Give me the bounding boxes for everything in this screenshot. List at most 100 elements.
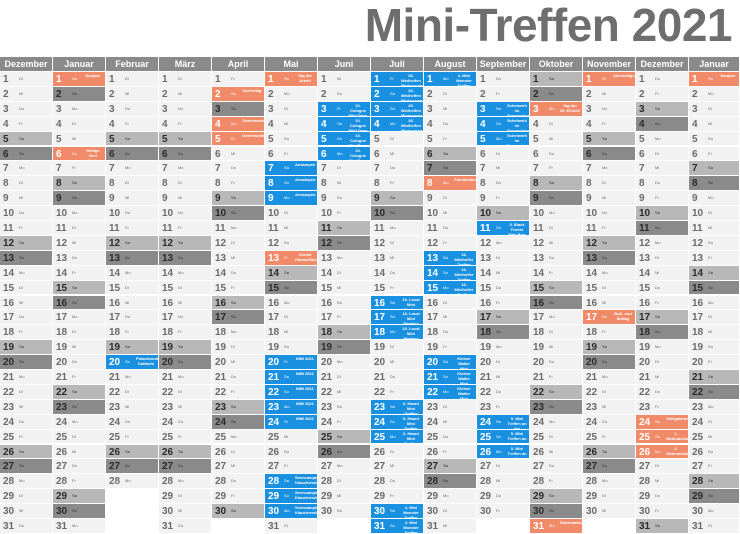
weekday-label: Mo — [655, 344, 661, 350]
day-cell: 22 Di — [106, 384, 159, 400]
weekday-label: Do — [655, 388, 661, 394]
weekday-label: Sa — [72, 76, 77, 81]
weekday-label: Mi — [390, 150, 395, 156]
day-cell: 5 Fr — [424, 131, 477, 147]
day-cell: 8 Di — [583, 176, 636, 192]
day-number: 15 — [533, 282, 545, 294]
day-number: 7 — [692, 163, 698, 175]
day-number: 31 — [374, 521, 386, 532]
day-cell: 2 Mo — [265, 86, 318, 102]
day-number: 26 — [56, 446, 68, 458]
day-cell: 7 Sa — [689, 161, 740, 177]
day-number: 29 — [480, 491, 492, 503]
event-label: Ansampen — [295, 192, 316, 198]
event-label: 4. Mini Monster Treffen — [403, 520, 419, 534]
day-cell: 22 So — [689, 384, 740, 400]
day-number: 5 — [109, 133, 115, 145]
weekday-label: Fr — [443, 344, 447, 350]
day-cell: 15 Di — [106, 280, 159, 296]
day-number: 12 — [268, 237, 280, 249]
weekday-label: Fr — [125, 120, 129, 126]
day-number: 17 — [162, 312, 174, 324]
day-number: 13 — [586, 252, 598, 264]
weekday-label: Sa — [390, 90, 395, 96]
day-number: 11 — [586, 223, 597, 234]
weekday-label: Sa — [337, 329, 342, 335]
day-cell: 20 So — [0, 355, 53, 370]
day-number: 24 — [692, 416, 704, 428]
weekday-label: Mi — [284, 329, 289, 335]
day-number: 20 — [321, 357, 333, 369]
day-number: 24 — [586, 416, 598, 428]
weekday-label: So — [19, 359, 24, 365]
day-number: 11 — [692, 223, 703, 234]
weekday-label: Do — [19, 314, 25, 320]
day-number: 16 — [692, 297, 704, 309]
weekday-label: Di — [655, 463, 659, 469]
day-cell: 15 Di — [159, 280, 212, 296]
day-number: 22 — [215, 386, 227, 398]
day-number: 4 — [533, 118, 539, 130]
weekday-label: Di — [602, 76, 606, 81]
weekday-label: Fr — [337, 418, 341, 424]
day-number: 24 — [3, 416, 15, 428]
weekday-label: Mi — [178, 299, 183, 305]
day-number: 24 — [109, 416, 121, 428]
day-number: 1 — [3, 74, 9, 85]
day-number: 13 — [692, 252, 704, 264]
day-cell: 9 Fr — [636, 191, 689, 207]
day-cell: 14 Mi — [636, 265, 689, 281]
day-cell: 26 Fr — [424, 444, 477, 460]
weekday-label: So — [231, 105, 236, 111]
day-number: 11 — [162, 223, 173, 234]
day-number: 8 — [533, 178, 539, 190]
weekday-label: Mi — [443, 523, 448, 528]
day-cell: 19 Sa — [106, 340, 159, 356]
day-number: 14 — [321, 267, 333, 279]
day-number: 4 — [215, 118, 221, 130]
day-cell: 17 Do Buß- und Bettag — [583, 310, 636, 326]
weekday-label: Di — [125, 76, 129, 81]
day-cell: 31 Sa — [636, 519, 689, 534]
day-cell: 30 Do — [318, 504, 371, 519]
weekday-label: Sa — [443, 359, 448, 365]
day-cell: 1 Sa Neujahr — [53, 72, 106, 87]
day-cell: 10 So — [371, 206, 424, 221]
day-number: 26 — [480, 446, 492, 458]
weekday-label: Mo — [655, 448, 661, 454]
day-number: 8 — [639, 178, 645, 190]
day-number: 3 — [586, 103, 592, 115]
day-cell: 16 Sa — [212, 295, 265, 311]
weekday-label: So — [443, 478, 448, 484]
day-number: 15 — [480, 282, 492, 294]
day-number: 13 — [480, 252, 492, 264]
weekday-label: Fr — [602, 433, 606, 439]
weekday-label: Do — [549, 463, 555, 469]
day-cell: 21 Mo — [0, 370, 53, 385]
weekday-label: Sa — [496, 105, 501, 111]
day-cell: 31 So 4. Mini Monster Treffen — [371, 519, 424, 534]
month-header: Januar — [53, 57, 106, 71]
weekday-label: Mo — [125, 478, 131, 484]
day-number: 24 — [480, 416, 492, 428]
weekday-label: Mo — [72, 210, 78, 216]
weekday-label: Mi — [549, 239, 554, 245]
day-cell: 11 Do — [424, 221, 477, 236]
weekday-label: Do — [178, 418, 184, 424]
day-cell: 25 Mi — [689, 429, 740, 445]
day-number: 9 — [3, 193, 9, 205]
day-cell: 19 Di — [371, 340, 424, 356]
day-cell: 20 Fr IMM 2021 — [265, 355, 318, 370]
weekday-label: Do — [72, 359, 78, 365]
weekday-label: Do — [19, 105, 25, 111]
day-cell: 23 Mo IMM 2021 — [265, 399, 318, 415]
day-number: 14 — [109, 267, 121, 279]
weekday-label: Di — [708, 210, 712, 216]
day-cell: 27 Mi — [212, 459, 265, 475]
day-cell: 5 Mo Scheiwerk im Sonnenland Mini Treffen — [477, 131, 530, 147]
day-number: 5 — [321, 133, 327, 145]
weekday-label: So — [178, 463, 183, 469]
weekday-label: Mo — [72, 105, 78, 111]
day-number: 10 — [480, 208, 492, 220]
day-number: 19 — [480, 342, 492, 354]
